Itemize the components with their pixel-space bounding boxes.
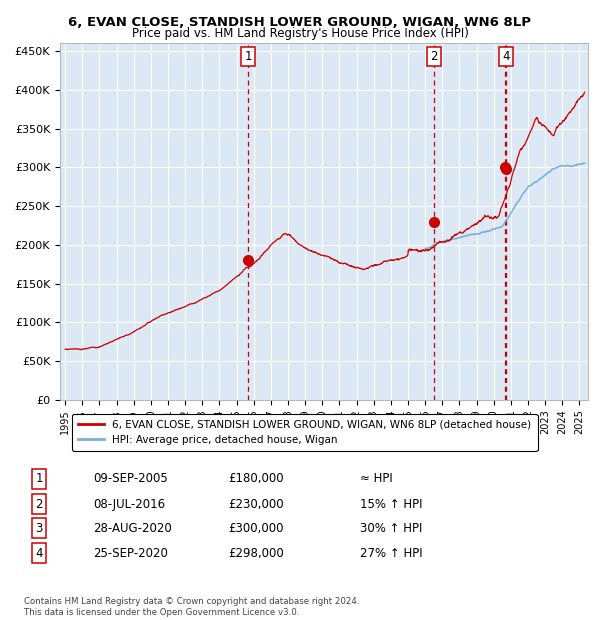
- Text: 1: 1: [245, 50, 252, 63]
- Text: 3: 3: [35, 522, 43, 534]
- Text: £298,000: £298,000: [228, 547, 284, 559]
- Text: 4: 4: [35, 547, 43, 559]
- Text: 09-SEP-2005: 09-SEP-2005: [93, 472, 168, 485]
- Text: 28-AUG-2020: 28-AUG-2020: [93, 522, 172, 534]
- Text: 2: 2: [35, 498, 43, 510]
- Text: ≈ HPI: ≈ HPI: [360, 472, 393, 485]
- Text: 2: 2: [430, 50, 438, 63]
- Text: £300,000: £300,000: [228, 522, 284, 534]
- Text: 27% ↑ HPI: 27% ↑ HPI: [360, 547, 422, 559]
- Text: 4: 4: [503, 50, 510, 63]
- Text: Contains HM Land Registry data © Crown copyright and database right 2024.
This d: Contains HM Land Registry data © Crown c…: [24, 598, 359, 617]
- Legend: 6, EVAN CLOSE, STANDISH LOWER GROUND, WIGAN, WN6 8LP (detached house), HPI: Aver: 6, EVAN CLOSE, STANDISH LOWER GROUND, WI…: [71, 414, 538, 451]
- Text: 1: 1: [35, 472, 43, 485]
- Text: 15% ↑ HPI: 15% ↑ HPI: [360, 498, 422, 510]
- Text: 08-JUL-2016: 08-JUL-2016: [93, 498, 165, 510]
- Text: 30% ↑ HPI: 30% ↑ HPI: [360, 522, 422, 534]
- Text: 25-SEP-2020: 25-SEP-2020: [93, 547, 168, 559]
- Text: £180,000: £180,000: [228, 472, 284, 485]
- Text: 6, EVAN CLOSE, STANDISH LOWER GROUND, WIGAN, WN6 8LP: 6, EVAN CLOSE, STANDISH LOWER GROUND, WI…: [68, 16, 532, 29]
- Text: £230,000: £230,000: [228, 498, 284, 510]
- Text: Price paid vs. HM Land Registry's House Price Index (HPI): Price paid vs. HM Land Registry's House …: [131, 27, 469, 40]
